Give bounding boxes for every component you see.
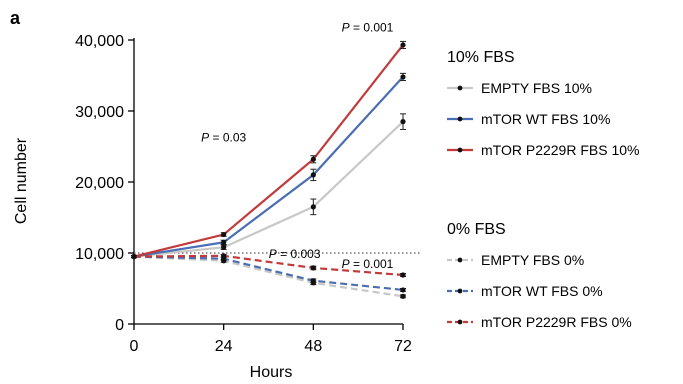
data-point	[221, 244, 227, 250]
legend-entry-label: mTOR WT FBS 0%	[481, 283, 603, 299]
legend-swatch-point	[457, 147, 463, 153]
data-point	[310, 156, 316, 162]
p-value-text: = 0.03	[209, 131, 246, 145]
legend-swatch-point	[457, 116, 463, 122]
p-value-annotation: P = 0.03	[201, 131, 246, 145]
data-point	[131, 253, 137, 260]
legend-entry-label: EMPTY FBS 0%	[481, 252, 584, 268]
data-point	[310, 172, 316, 178]
data-point	[400, 272, 406, 278]
p-symbol: P	[269, 247, 277, 261]
legend-entry-label: mTOR P2229R FBS 0%	[481, 314, 632, 330]
data-point	[221, 231, 227, 238]
data-point	[221, 239, 227, 245]
p-value-text: = 0.001	[350, 257, 394, 271]
y-tick-label: 20,000	[75, 175, 124, 192]
x-tick-label: 48	[304, 338, 322, 355]
p-symbol: P	[201, 131, 209, 145]
data-point	[221, 253, 227, 259]
data-point	[310, 278, 316, 284]
y-tick-label: 40,000	[75, 33, 124, 50]
data-point	[310, 204, 316, 210]
p-value-text: = 0.001	[350, 20, 394, 34]
data-point	[400, 74, 406, 80]
p-value-annotation: P = 0.001	[342, 257, 394, 271]
p-symbol: P	[342, 257, 350, 271]
y-axis-label: Cell number	[13, 137, 30, 224]
legend-swatch-point	[457, 257, 463, 263]
data-point	[400, 42, 406, 48]
legend-entry-label: mTOR WT FBS 10%	[481, 111, 610, 127]
legend-swatch-point	[457, 288, 463, 294]
x-tick-label: 72	[394, 338, 412, 355]
y-tick-label: 30,000	[75, 104, 124, 121]
data-point	[400, 119, 406, 125]
y-tick-label: 10,000	[75, 246, 124, 263]
plot-area: 0 10,000 20,000 30,000 40,000 0 24 48 72 P = 0.03…	[75, 20, 420, 355]
series-line	[133, 76, 404, 258]
series-line	[133, 44, 404, 258]
legend-group-title: 10% FBS	[447, 49, 515, 66]
p-value-text: = 0.003	[277, 247, 321, 261]
y-tick-label: 0	[115, 317, 124, 334]
p-value-annotation: P = 0.003	[269, 247, 321, 261]
legend-group-title: 0% FBS	[447, 221, 506, 238]
series-5	[131, 253, 406, 278]
legend-swatch-point	[457, 85, 463, 91]
data-point	[400, 293, 406, 299]
series-line	[133, 254, 404, 277]
series-0	[131, 113, 406, 260]
x-axis-label: Hours	[250, 364, 293, 381]
series-line	[133, 120, 404, 258]
data-point	[310, 265, 316, 271]
p-symbol: P	[342, 20, 350, 34]
series-line	[133, 255, 404, 292]
data-point	[400, 287, 406, 293]
x-tick-label: 24	[215, 338, 233, 355]
series-1	[131, 72, 406, 260]
x-tick-label: 0	[130, 338, 139, 355]
p-value-annotation: P = 0.001	[342, 20, 394, 34]
legend-entry-label: EMPTY FBS 10%	[481, 80, 592, 96]
legend-swatch-point	[457, 319, 463, 325]
legend-entry-label: mTOR P2229R FBS 10%	[481, 142, 639, 158]
panel-label: a	[10, 8, 21, 28]
legend: 10% FBS EMPTY FBS 10% mTOR WT FBS 10% mTOR …	[447, 49, 639, 330]
